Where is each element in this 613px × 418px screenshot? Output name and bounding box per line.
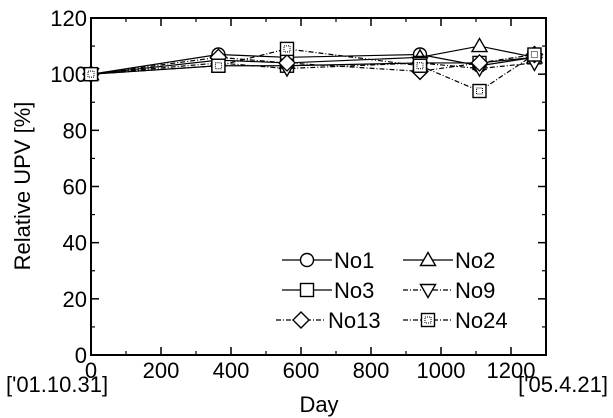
y-tick-label: 40 xyxy=(63,231,87,256)
data-point-No24-inner xyxy=(416,62,424,70)
x-axis-title: Day xyxy=(299,392,338,417)
legend-label-No2: No2 xyxy=(455,248,495,273)
legend-marker-No2 xyxy=(419,251,437,267)
data-point-No24-inner xyxy=(530,51,538,59)
data-point-No24 xyxy=(527,47,542,62)
x-tick-label: 0 xyxy=(85,358,97,383)
y-tick-label: 60 xyxy=(63,175,87,200)
y-tick-label: 0 xyxy=(75,343,87,368)
data-point-No24-inner xyxy=(476,87,483,95)
x-tick-label: 800 xyxy=(353,358,390,383)
legend-item-No24: No24 xyxy=(403,308,508,333)
series-line-No2 xyxy=(90,45,535,75)
y-tick-label: 120 xyxy=(50,6,87,31)
legend-marker-No24-inner xyxy=(424,316,432,324)
series-line-No1 xyxy=(90,53,535,75)
y-tick-label: 80 xyxy=(63,118,87,143)
legend-label-No13: No13 xyxy=(328,308,381,333)
series-No24 xyxy=(83,41,542,99)
legend-item-No13: No13 xyxy=(276,308,381,333)
series-line-No13 xyxy=(90,53,535,75)
legend-label-No1: No1 xyxy=(334,248,374,273)
legend-label-No9: No9 xyxy=(455,278,495,303)
y-tick-labels: 0 20 40 60 80 100 120 xyxy=(50,6,87,368)
series-line-No9 xyxy=(90,62,535,75)
data-point-No24-inner xyxy=(283,45,291,53)
x-end-annotation: ['05.4.21] xyxy=(518,372,608,397)
x-tick-label: 400 xyxy=(213,358,250,383)
data-point-No24 xyxy=(412,58,428,73)
legend-marker-No13 xyxy=(292,311,310,329)
data-point-No13 xyxy=(278,53,296,72)
data-point-No24 xyxy=(83,66,99,82)
x-tick-label: 1200 xyxy=(487,358,536,383)
y-tick-label: 20 xyxy=(63,287,87,312)
data-point-No24-inner xyxy=(87,70,95,78)
legend-label-No24: No24 xyxy=(455,308,508,333)
axis-ticks xyxy=(90,17,546,356)
data-point-No24 xyxy=(472,83,487,99)
legend: No1 No2 No3 No9 No13 No24 xyxy=(276,248,508,333)
x-tick-label: 200 xyxy=(143,358,180,383)
x-tick-labels: 0 200 400 600 800 1000 1200 xyxy=(85,358,536,383)
data-point-No24 xyxy=(279,41,295,57)
x-tick-label: 1000 xyxy=(417,358,466,383)
legend-marker-No9 xyxy=(419,283,437,299)
legend-item-No3: No3 xyxy=(282,278,374,303)
y-axis-title: Relative UPV [%] xyxy=(10,102,35,271)
legend-item-No9: No9 xyxy=(403,278,495,303)
series-line-No3 xyxy=(90,56,535,75)
legend-item-No2: No2 xyxy=(403,248,495,273)
x-tick-label: 600 xyxy=(283,358,320,383)
x-start-annotation: ['01.10.31] xyxy=(6,372,108,397)
legend-marker-No24 xyxy=(420,312,436,328)
legend-marker-No3 xyxy=(299,282,315,298)
legend-label-No3: No3 xyxy=(334,278,374,303)
data-point-No13 xyxy=(470,53,489,72)
legend-item-No1: No1 xyxy=(282,248,374,273)
y-tick-label: 100 xyxy=(50,62,87,87)
data-point-No24 xyxy=(211,58,226,73)
series-layer xyxy=(82,37,544,99)
data-point-No24-inner xyxy=(214,62,222,70)
data-point-No2 xyxy=(470,37,489,53)
legend-marker-No1 xyxy=(299,252,315,268)
